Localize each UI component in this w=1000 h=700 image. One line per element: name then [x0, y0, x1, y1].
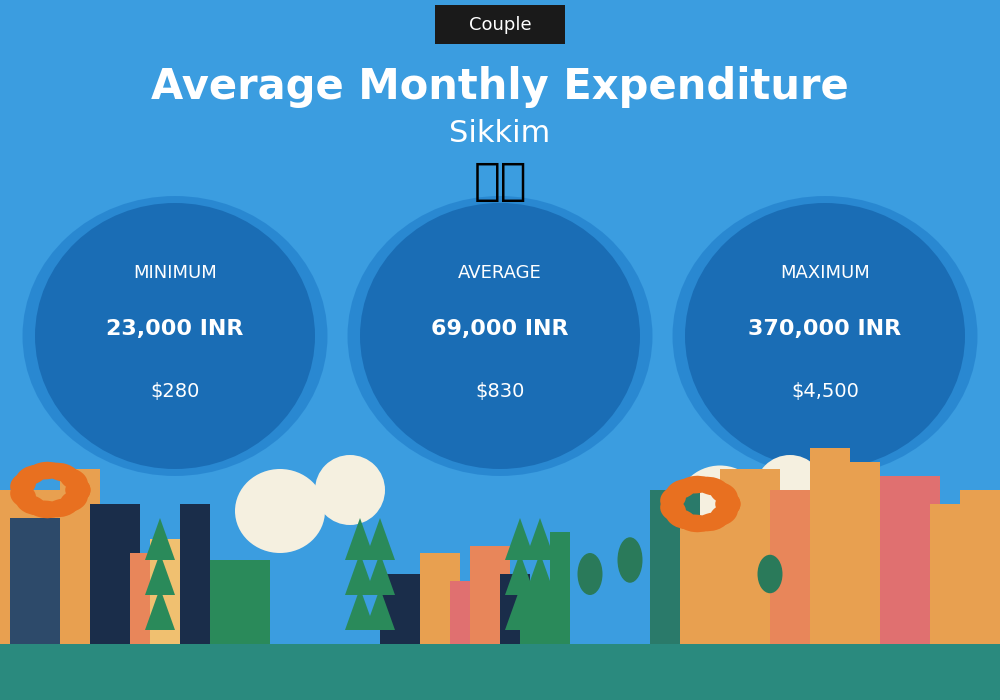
Bar — [60, 469, 100, 644]
Ellipse shape — [348, 196, 652, 476]
Text: MAXIMUM: MAXIMUM — [780, 264, 870, 282]
Text: Couple: Couple — [469, 15, 531, 34]
Ellipse shape — [675, 466, 765, 556]
Bar — [770, 490, 820, 644]
Ellipse shape — [666, 508, 697, 529]
Ellipse shape — [679, 476, 713, 494]
Ellipse shape — [16, 494, 47, 515]
Text: 370,000 INR: 370,000 INR — [748, 319, 902, 339]
Polygon shape — [145, 518, 175, 560]
Bar — [810, 448, 850, 644]
Bar — [880, 476, 940, 644]
Polygon shape — [505, 553, 535, 595]
Ellipse shape — [660, 498, 686, 522]
Polygon shape — [525, 518, 555, 560]
Polygon shape — [345, 518, 375, 560]
Text: 🇮🇳: 🇮🇳 — [473, 160, 527, 204]
Bar — [450, 581, 480, 644]
Bar — [380, 574, 420, 644]
Ellipse shape — [66, 477, 90, 503]
Ellipse shape — [235, 469, 325, 553]
Ellipse shape — [45, 498, 78, 517]
Ellipse shape — [716, 491, 740, 516]
Bar — [960, 490, 1000, 644]
Bar — [420, 553, 460, 644]
Text: 23,000 INR: 23,000 INR — [106, 319, 244, 339]
Polygon shape — [345, 553, 375, 595]
Ellipse shape — [685, 203, 965, 469]
Polygon shape — [365, 553, 395, 595]
Bar — [0, 490, 60, 644]
Bar — [930, 504, 970, 644]
Bar — [0, 644, 1000, 700]
Text: Average Monthly Expenditure: Average Monthly Expenditure — [151, 66, 849, 108]
Polygon shape — [145, 553, 175, 595]
FancyBboxPatch shape — [435, 5, 565, 43]
Bar — [150, 539, 190, 644]
Text: $830: $830 — [475, 382, 525, 402]
Ellipse shape — [755, 455, 825, 525]
Ellipse shape — [360, 203, 640, 469]
Bar — [850, 462, 880, 644]
Ellipse shape — [66, 477, 90, 503]
Ellipse shape — [45, 463, 78, 482]
Ellipse shape — [10, 484, 36, 508]
Ellipse shape — [660, 486, 686, 510]
Polygon shape — [365, 518, 395, 560]
Text: $4,500: $4,500 — [791, 382, 859, 402]
Bar — [470, 546, 510, 644]
Bar — [650, 490, 700, 644]
Bar — [240, 560, 270, 644]
Ellipse shape — [695, 477, 728, 496]
Ellipse shape — [29, 500, 63, 518]
Ellipse shape — [758, 554, 782, 594]
Text: $280: $280 — [150, 382, 200, 402]
Polygon shape — [505, 518, 535, 560]
Bar — [90, 504, 140, 644]
Ellipse shape — [709, 482, 738, 505]
Polygon shape — [525, 588, 555, 630]
Bar — [680, 518, 720, 644]
Ellipse shape — [29, 462, 63, 480]
Bar — [10, 518, 60, 644]
Bar — [720, 469, 780, 644]
Text: MINIMUM: MINIMUM — [133, 264, 217, 282]
Polygon shape — [345, 588, 375, 630]
Polygon shape — [145, 588, 175, 630]
Bar — [210, 560, 240, 644]
Ellipse shape — [716, 491, 740, 516]
Ellipse shape — [679, 514, 713, 532]
Text: 69,000 INR: 69,000 INR — [431, 319, 569, 339]
Polygon shape — [365, 588, 395, 630]
Text: AVERAGE: AVERAGE — [458, 264, 542, 282]
Ellipse shape — [22, 196, 328, 476]
Text: Sikkim: Sikkim — [449, 118, 551, 148]
Bar — [500, 574, 530, 644]
Polygon shape — [505, 588, 535, 630]
Ellipse shape — [578, 553, 602, 595]
Bar — [130, 553, 160, 644]
Ellipse shape — [666, 479, 697, 500]
Polygon shape — [525, 553, 555, 595]
Ellipse shape — [10, 473, 36, 496]
Ellipse shape — [618, 538, 642, 582]
Ellipse shape — [16, 465, 47, 486]
Bar — [550, 532, 570, 644]
Bar — [520, 588, 550, 644]
Ellipse shape — [672, 196, 978, 476]
Ellipse shape — [695, 512, 728, 531]
Bar — [180, 504, 210, 644]
Ellipse shape — [35, 203, 315, 469]
Ellipse shape — [315, 455, 385, 525]
Ellipse shape — [709, 503, 738, 526]
Ellipse shape — [59, 489, 88, 512]
Ellipse shape — [59, 468, 88, 491]
